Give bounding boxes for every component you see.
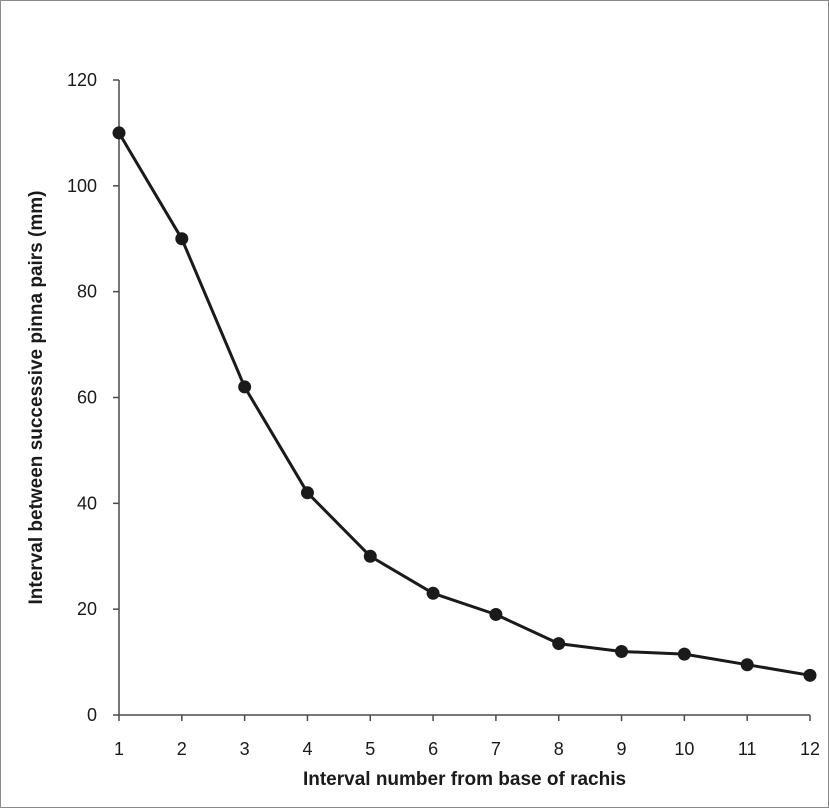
- series-line: [117, 132, 811, 677]
- x-tick-label: 4: [302, 739, 312, 759]
- x-axis-title: Interval number from base of rachis: [303, 769, 626, 790]
- data-point: [489, 607, 503, 621]
- data-point: [677, 647, 691, 661]
- x-tick-label: 5: [365, 739, 375, 759]
- x-tick-label: 12: [800, 739, 820, 759]
- y-tick-label: 0: [87, 705, 97, 725]
- data-point: [112, 126, 126, 140]
- data-point: [803, 668, 817, 682]
- x-tick-label: 10: [674, 739, 694, 759]
- x-tick-label: 1: [114, 739, 124, 759]
- y-tick-label: 20: [77, 599, 97, 619]
- x-tick-label: 3: [240, 739, 250, 759]
- x-tick-label: 8: [554, 739, 564, 759]
- data-point: [238, 380, 252, 394]
- data-point: [175, 232, 189, 246]
- y-tick-label: 120: [67, 70, 97, 90]
- data-point: [363, 549, 377, 563]
- x-axis-ticks: 1 2 3 4 5 6 7 8 9 10 11 12: [114, 715, 820, 759]
- data-point: [740, 658, 754, 672]
- axes: [118, 80, 810, 716]
- y-tick-label: 40: [77, 493, 97, 513]
- x-tick-label: 2: [177, 739, 187, 759]
- x-tick-label: 11: [738, 739, 757, 759]
- data-point: [300, 486, 314, 500]
- y-tick-label: 60: [77, 388, 97, 408]
- x-tick-label: 6: [428, 739, 438, 759]
- x-tick-label: 9: [617, 739, 627, 759]
- data-point: [552, 637, 566, 651]
- y-tick-label: 100: [67, 176, 97, 196]
- y-axis-title: Interval between successive pinna pairs …: [26, 191, 47, 605]
- data-point: [426, 586, 440, 600]
- y-axis-ticks: 0 20 40 60 80 100 120: [67, 70, 119, 725]
- data-point: [615, 645, 629, 658]
- y-tick-label: 80: [77, 282, 97, 302]
- series-group: [112, 126, 817, 682]
- x-tick-label: 7: [491, 739, 501, 759]
